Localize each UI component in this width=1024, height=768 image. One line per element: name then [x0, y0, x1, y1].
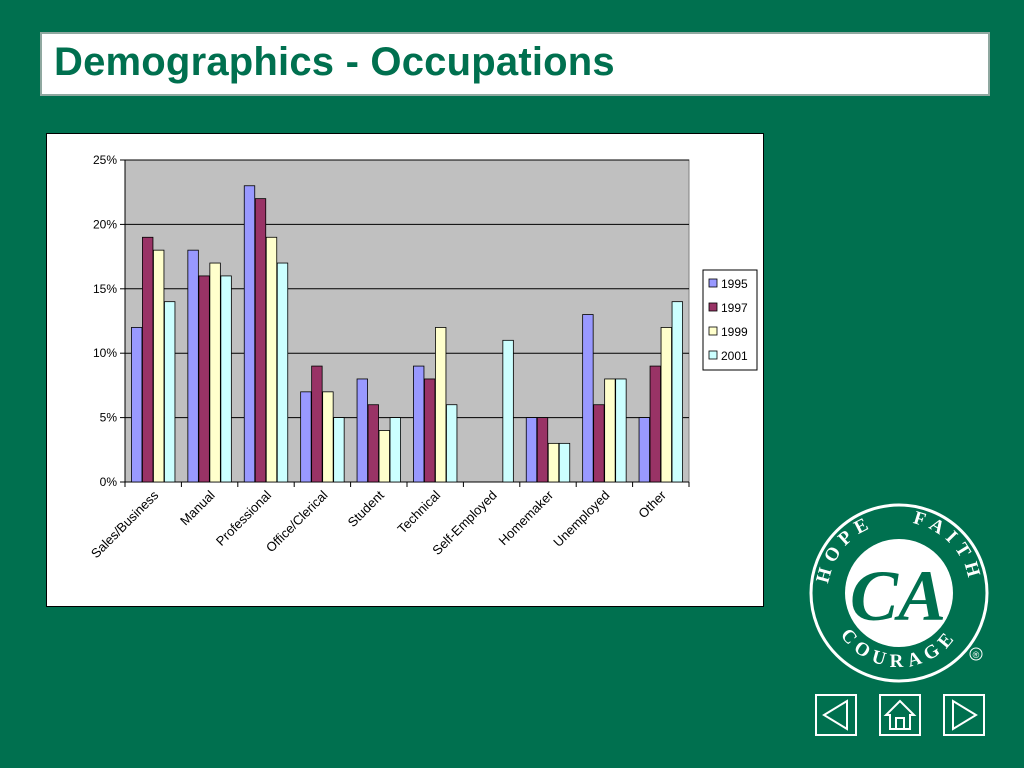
- bar: [593, 404, 605, 483]
- legend-swatch: [708, 326, 718, 336]
- x-tick-label: Sales/Business: [88, 487, 162, 561]
- bar: [300, 391, 312, 483]
- bar: [413, 365, 425, 483]
- x-tick-label: Student: [345, 487, 388, 530]
- prev-slide-button[interactable]: [815, 694, 857, 736]
- svg-text:®: ®: [973, 650, 980, 660]
- bar: [356, 378, 368, 483]
- x-tick-label: Professional: [213, 487, 274, 548]
- bar: [198, 275, 210, 483]
- bar: [243, 185, 256, 483]
- bar: [187, 249, 199, 483]
- home-icon: [883, 699, 917, 730]
- page-title: Demographics - Occupations: [54, 40, 615, 84]
- bar: [276, 262, 289, 483]
- x-tick-label: Manual: [177, 487, 218, 528]
- svg-text:CA: CA: [850, 556, 946, 636]
- bar: [582, 314, 594, 483]
- bar: [142, 236, 154, 483]
- bar: [446, 404, 458, 483]
- next-slide-button[interactable]: [943, 694, 985, 736]
- bar: [265, 236, 278, 483]
- bar: [164, 301, 176, 483]
- x-tick-label: Other: [635, 487, 669, 521]
- home-button[interactable]: [879, 694, 921, 736]
- y-tick-label: 15%: [93, 282, 117, 296]
- legend-swatch: [708, 278, 718, 288]
- bar: [333, 417, 345, 483]
- legend-label: 1995: [721, 277, 748, 291]
- y-tick-label: 20%: [93, 217, 117, 231]
- x-tick-label: Homemaker: [495, 487, 556, 548]
- bar: [638, 417, 650, 483]
- bar: [604, 378, 616, 483]
- title-box: Demographics - Occupations: [40, 32, 990, 96]
- bar: [220, 275, 232, 483]
- bar: [389, 417, 401, 483]
- triangle-right-icon: [952, 699, 978, 731]
- y-tick-label: 25%: [93, 153, 117, 167]
- bar: [424, 378, 436, 483]
- legend-swatch: [708, 350, 718, 360]
- legend-label: 1999: [721, 325, 748, 339]
- y-tick-label: 0%: [100, 475, 118, 489]
- bar: [254, 198, 267, 483]
- legend-swatch: [708, 302, 718, 312]
- bar: [547, 442, 560, 483]
- legend-label: 1997: [721, 301, 748, 315]
- bar: [558, 442, 571, 483]
- x-tick-label: Technical: [394, 487, 443, 536]
- bar: [153, 249, 165, 483]
- bar: [502, 339, 514, 483]
- bar: [615, 378, 627, 483]
- bar: [525, 417, 538, 483]
- legend-label: 2001: [721, 349, 748, 363]
- bar: [131, 327, 143, 483]
- x-tick-label: Unemployed: [550, 488, 612, 550]
- chart-frame: 0% 5% 10% 15% 20% 25% Sales/Business Manual Prof…: [46, 133, 764, 607]
- bar: [367, 404, 379, 483]
- bar: [649, 365, 661, 483]
- bar-chart: 0% 5% 10% 15% 20% 25% Sales/Business ManualProf…: [88, 153, 758, 561]
- hope-faith-courage-logo: HOPE FAITH COURAGE CA ®: [809, 503, 989, 683]
- y-tick-label: 10%: [93, 346, 117, 360]
- bar: [536, 417, 549, 483]
- y-tick-label: 5%: [100, 411, 118, 425]
- bar: [660, 327, 672, 483]
- bar: [671, 301, 683, 483]
- triangle-left-icon: [822, 699, 848, 731]
- bar: [209, 262, 221, 483]
- bar: [322, 391, 334, 483]
- bar: [311, 365, 323, 483]
- bar: [378, 430, 390, 483]
- bar: [435, 327, 447, 483]
